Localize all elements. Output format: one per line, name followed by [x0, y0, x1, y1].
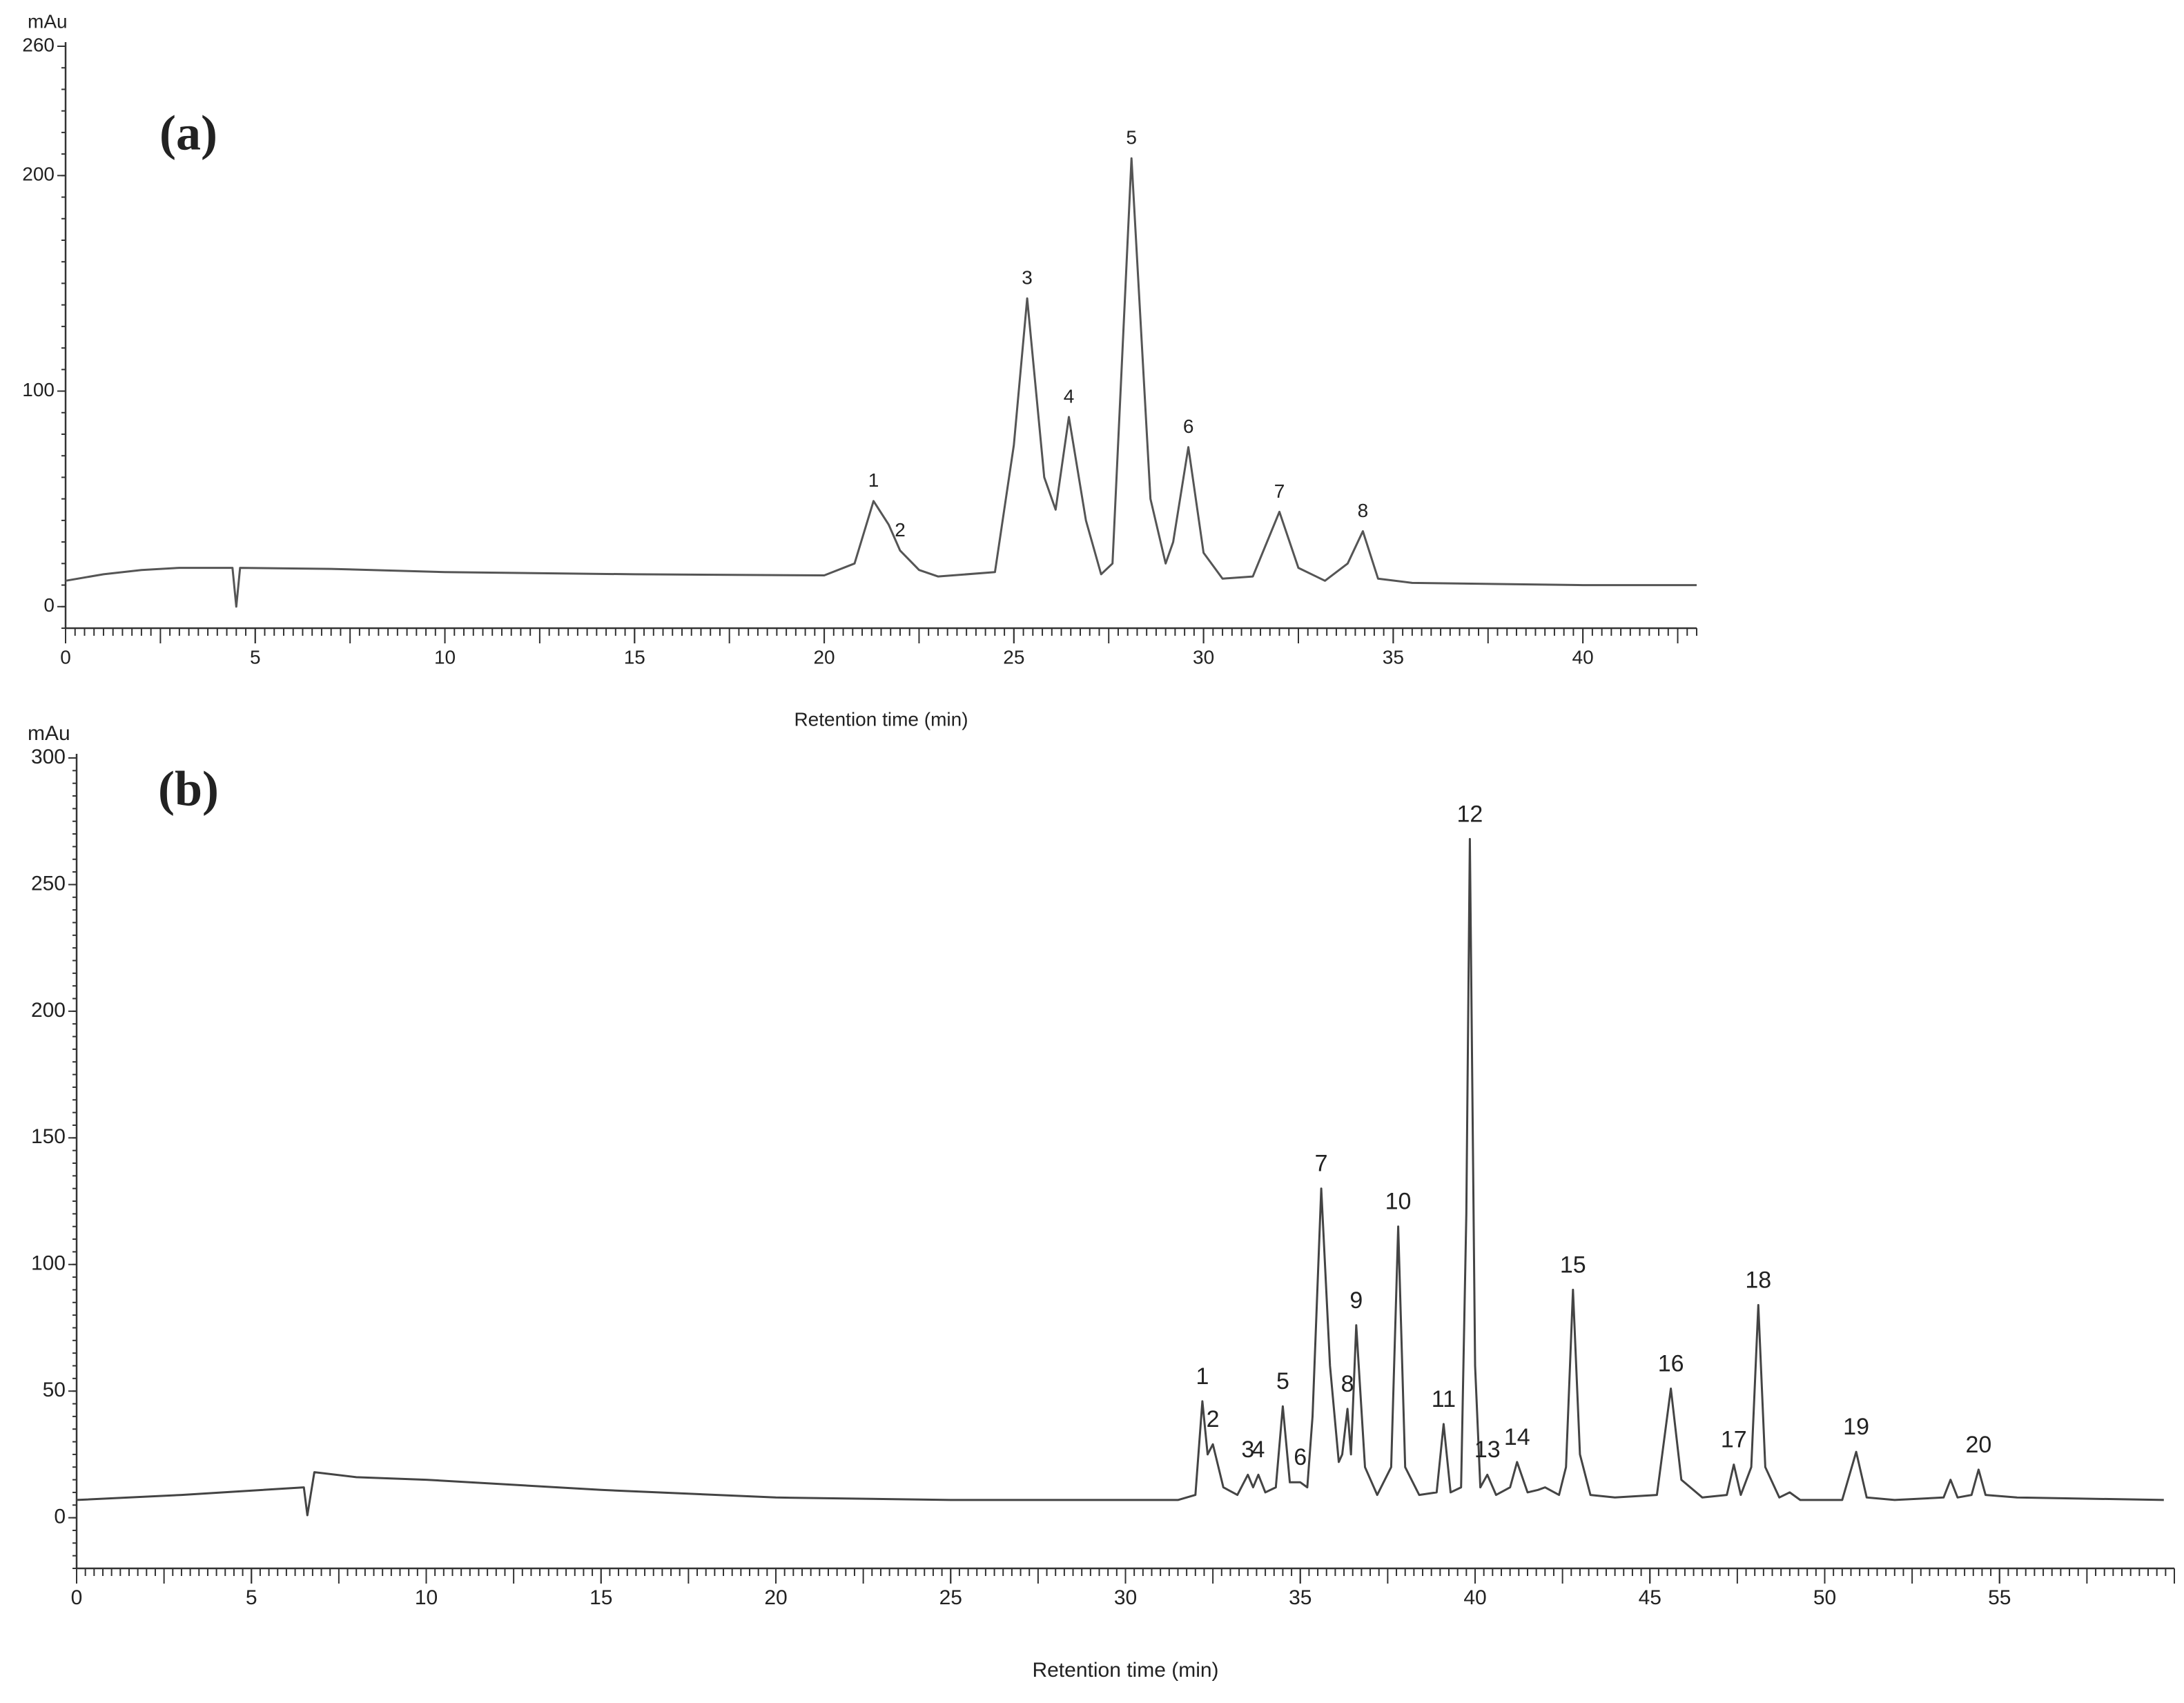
peak-label: 2 — [1207, 1406, 1220, 1432]
peak-label: 19 — [1843, 1414, 1869, 1440]
y-tick-label: 200 — [31, 999, 66, 1022]
y-tick-label: 260 — [22, 34, 55, 55]
peak-label: 6 — [1294, 1444, 1307, 1470]
y-tick-label: 200 — [22, 164, 55, 185]
peak-label: 18 — [1745, 1267, 1771, 1293]
peak-label: 1 — [868, 469, 879, 491]
y-tick-label: 250 — [31, 872, 66, 895]
y-tick-label: 100 — [31, 1252, 66, 1275]
x-tick-label: 0 — [71, 1586, 83, 1609]
panel-label: (b) — [158, 761, 219, 817]
peak-label: 7 — [1315, 1151, 1328, 1177]
peak-label: 10 — [1385, 1189, 1412, 1215]
peak-label: 4 — [1252, 1437, 1265, 1463]
y-tick-label: 150 — [31, 1125, 66, 1148]
y-tick-label: 100 — [22, 379, 55, 400]
x-axis-title: Retention time (min) — [1032, 1659, 1218, 1682]
x-tick-label: 5 — [250, 646, 261, 668]
peak-label: 15 — [1560, 1252, 1586, 1278]
x-tick-label: 10 — [415, 1586, 438, 1609]
y-tick-label: 50 — [43, 1379, 66, 1401]
peak-label: 14 — [1504, 1424, 1530, 1450]
trace — [76, 837, 2164, 1517]
x-tick-label: 40 — [1572, 646, 1594, 668]
x-tick-label: 10 — [434, 646, 456, 668]
peak-label: 4 — [1064, 385, 1075, 407]
peak-label: 8 — [1341, 1371, 1354, 1397]
peak-label: 3 — [1022, 267, 1033, 289]
y-tick-label: 300 — [31, 746, 66, 768]
x-tick-label: 25 — [939, 1586, 962, 1609]
x-tick-label: 25 — [1003, 646, 1024, 668]
x-tick-label: 30 — [1114, 1586, 1137, 1609]
y-axis-title: mAu — [28, 722, 70, 745]
x-tick-label: 40 — [1463, 1586, 1486, 1609]
peak-label: 5 — [1126, 127, 1137, 148]
x-axis-title: Retention time (min) — [794, 708, 968, 730]
peak-label: 11 — [1432, 1386, 1456, 1412]
x-tick-label: 55 — [1988, 1586, 2011, 1609]
trace — [65, 157, 1697, 608]
peak-label: 3 — [1241, 1437, 1254, 1463]
peak-label: 5 — [1276, 1368, 1289, 1394]
x-tick-label: 50 — [1813, 1586, 1836, 1609]
peak-label: 20 — [1965, 1432, 1991, 1458]
x-tick-label: 45 — [1639, 1586, 1661, 1609]
x-tick-label: 20 — [764, 1586, 787, 1609]
peak-label: 13 — [1474, 1437, 1501, 1463]
x-tick-label: 5 — [246, 1586, 257, 1609]
y-tick-label: 0 — [54, 1506, 66, 1528]
x-tick-label: 35 — [1383, 646, 1404, 668]
peak-label: 1 — [1196, 1363, 1209, 1390]
y-axis-title: mAu — [28, 10, 68, 32]
x-tick-label: 35 — [1289, 1586, 1312, 1609]
peak-label: 7 — [1274, 480, 1285, 502]
x-tick-label: 30 — [1193, 646, 1214, 668]
x-tick-label: 0 — [60, 646, 71, 668]
peak-label: 6 — [1183, 416, 1194, 437]
panel-label: (a) — [159, 106, 217, 161]
x-tick-label: 20 — [813, 646, 835, 668]
x-tick-label: 15 — [624, 646, 645, 668]
peak-label: 8 — [1358, 500, 1369, 521]
peak-label: 17 — [1721, 1427, 1747, 1453]
peak-label: 2 — [895, 519, 906, 541]
peak-label: 16 — [1658, 1351, 1684, 1377]
peak-label: 9 — [1349, 1287, 1363, 1314]
y-tick-label: 0 — [43, 594, 55, 616]
x-tick-label: 15 — [589, 1586, 612, 1609]
peak-label: 12 — [1456, 801, 1483, 827]
